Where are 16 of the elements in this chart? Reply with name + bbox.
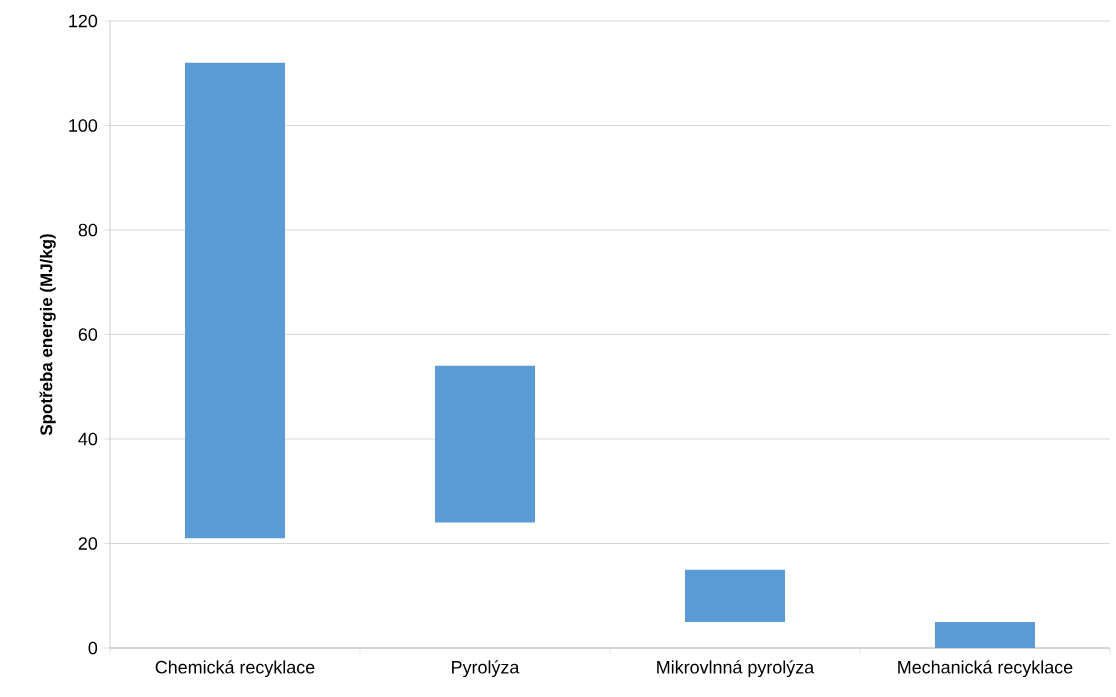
y-tick-label: 40 bbox=[78, 432, 98, 446]
y-tick-label: 100 bbox=[69, 119, 98, 132]
y-tick-label: 60 bbox=[78, 328, 98, 341]
y-tick-label: 80 bbox=[78, 223, 98, 237]
bar bbox=[435, 365, 535, 523]
x-tick-label: Mechanická recyklace bbox=[898, 660, 1073, 678]
bar bbox=[185, 62, 285, 539]
y-tick-label: 20 bbox=[78, 537, 98, 550]
y-tick-label: 120 bbox=[69, 14, 98, 28]
bar bbox=[934, 621, 1035, 648]
bar bbox=[684, 569, 785, 622]
x-tick-label: Mikrovlnná pyrolýza bbox=[657, 660, 815, 678]
x-tick-label: Pyrolýza bbox=[452, 660, 520, 678]
x-tick-label: Chemická recyklace bbox=[155, 660, 315, 678]
y-tick-label: 0 bbox=[88, 641, 98, 655]
y-axis-title: Spotřeba energie (MJ/kg) bbox=[39, 234, 56, 436]
